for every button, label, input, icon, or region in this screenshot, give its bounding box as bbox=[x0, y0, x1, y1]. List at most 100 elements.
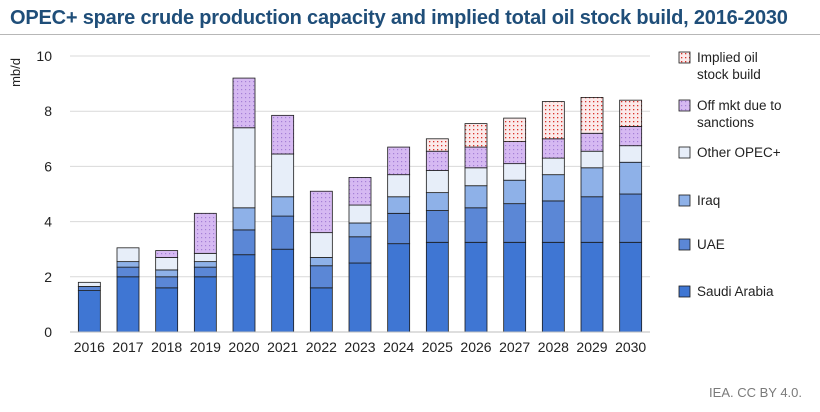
y-tick-label: 0 bbox=[44, 324, 52, 340]
legend-label: Other OPEC+ bbox=[697, 145, 781, 160]
bar-segment-other-opec-2030 bbox=[619, 145, 643, 163]
bar-segment-uae-2016 bbox=[77, 286, 101, 291]
x-tick-label: 2020 bbox=[228, 339, 259, 355]
x-tick-label: 2017 bbox=[112, 339, 143, 355]
bar-stack-2021 bbox=[271, 114, 295, 333]
x-tick-label: 2025 bbox=[422, 339, 453, 355]
legend: Implied oil stock build Off mkt due to sanc… bbox=[678, 50, 782, 299]
bar-segment-iraq-2024 bbox=[387, 196, 411, 214]
bar-segment-uae-2022 bbox=[309, 265, 333, 289]
x-tick-label: 2023 bbox=[344, 339, 375, 355]
bar-segment-iraq-2023 bbox=[348, 222, 372, 238]
bar-stack-2017 bbox=[116, 247, 140, 333]
bar-stack-2020 bbox=[232, 77, 256, 333]
legend-swatch bbox=[678, 285, 691, 298]
bar-segment-sanctions-2020 bbox=[232, 77, 256, 129]
bar-segment-iraq-2025 bbox=[425, 192, 449, 211]
bar-segment-other-opec-2017 bbox=[116, 247, 140, 263]
bar-segment-uae-2021 bbox=[271, 215, 295, 250]
bar-segment-uae-2024 bbox=[387, 212, 411, 245]
y-tick-label: 4 bbox=[44, 214, 52, 230]
bar-segment-saudi-2018 bbox=[155, 287, 179, 333]
bar-segment-stock-build-2029 bbox=[580, 97, 604, 134]
legend-label: Off mkt due to bbox=[697, 98, 782, 113]
bar-segment-sanctions-2028 bbox=[541, 138, 565, 159]
bar-segment-iraq-2026 bbox=[464, 185, 488, 209]
bar-segment-other-opec-2028 bbox=[541, 157, 565, 176]
x-tick-label: 2026 bbox=[460, 339, 491, 355]
bar-segment-stock-build-2027 bbox=[503, 117, 527, 142]
bar-segment-stock-build-2028 bbox=[541, 101, 565, 140]
legend-swatch bbox=[678, 194, 691, 207]
bar-segment-saudi-2017 bbox=[116, 276, 140, 333]
bar-segment-stock-build-2025 bbox=[425, 138, 449, 152]
legend-swatch bbox=[678, 51, 691, 64]
legend-swatch bbox=[678, 146, 691, 159]
chart-title: OPEC+ spare crude production capacity an… bbox=[10, 7, 788, 29]
bar-segment-iraq-2029 bbox=[580, 167, 604, 198]
bar-segment-saudi-2029 bbox=[580, 241, 604, 333]
bar-segment-sanctions-2024 bbox=[387, 146, 411, 176]
bar-segment-stock-build-2026 bbox=[464, 123, 488, 148]
bar-segment-uae-2025 bbox=[425, 210, 449, 243]
bar-stack-2030 bbox=[619, 99, 643, 333]
bar-stack-2029 bbox=[580, 97, 604, 333]
bar-segment-other-opec-2016 bbox=[77, 281, 101, 287]
legend-label: Iraq bbox=[697, 193, 720, 208]
bar-segment-sanctions-2018 bbox=[155, 250, 179, 258]
y-axis-tick-labels: 0 2 4 6 8 10 bbox=[36, 48, 52, 340]
x-tick-label: 2022 bbox=[306, 339, 337, 355]
bar-stack-2027 bbox=[503, 117, 527, 333]
bar-segment-uae-2023 bbox=[348, 236, 372, 264]
bar-segment-saudi-2020 bbox=[232, 254, 256, 333]
x-tick-label: 2029 bbox=[576, 339, 607, 355]
bar-segment-sanctions-2029 bbox=[580, 132, 604, 152]
bar-segment-iraq-2020 bbox=[232, 207, 256, 231]
bar-segment-sanctions-2022 bbox=[309, 190, 333, 234]
legend-label: UAE bbox=[697, 237, 725, 252]
bar-stack-2022 bbox=[309, 190, 333, 333]
bar-segment-other-opec-2027 bbox=[503, 163, 527, 181]
bar-segment-iraq-2022 bbox=[309, 257, 333, 267]
bar-stack-2023 bbox=[348, 177, 372, 333]
bar-segment-stock-build-2030 bbox=[619, 99, 643, 127]
bar-segment-saudi-2025 bbox=[425, 241, 449, 333]
title-divider bbox=[0, 34, 820, 35]
x-tick-label: 2021 bbox=[267, 339, 298, 355]
bar-segment-uae-2019 bbox=[193, 266, 217, 278]
legend-item-sanctions: Off mkt due to sanctions bbox=[678, 98, 782, 130]
legend-label: Saudi Arabia bbox=[697, 284, 774, 299]
bar-segment-saudi-2027 bbox=[503, 241, 527, 333]
x-tick-label: 2018 bbox=[151, 339, 182, 355]
legend-swatch bbox=[678, 238, 691, 251]
bar-segment-saudi-2023 bbox=[348, 262, 372, 333]
bar-segment-saudi-2028 bbox=[541, 241, 565, 333]
bar-segment-uae-2017 bbox=[116, 266, 140, 278]
bar-stack-2026 bbox=[464, 123, 488, 333]
bar-stack-2016 bbox=[77, 281, 101, 333]
bar-segment-other-opec-2029 bbox=[580, 150, 604, 169]
bar-segment-other-opec-2025 bbox=[425, 170, 449, 194]
x-tick-label: 2016 bbox=[74, 339, 105, 355]
legend-item-other-opec: Other OPEC+ bbox=[678, 145, 781, 160]
bar-segment-other-opec-2020 bbox=[232, 127, 256, 209]
y-tick-label: 10 bbox=[36, 48, 52, 64]
x-tick-label: 2030 bbox=[615, 339, 646, 355]
bar-segment-saudi-2026 bbox=[464, 241, 488, 333]
bar-segment-uae-2030 bbox=[619, 193, 643, 243]
x-tick-label: 2019 bbox=[190, 339, 221, 355]
y-tick-label: 6 bbox=[44, 158, 52, 174]
x-tick-label: 2024 bbox=[383, 339, 414, 355]
bar-stack-2025 bbox=[425, 138, 449, 333]
bar-segment-sanctions-2026 bbox=[464, 146, 488, 169]
bar-segment-other-opec-2023 bbox=[348, 204, 372, 224]
bar-segment-other-opec-2021 bbox=[271, 153, 295, 198]
bar-stack-2028 bbox=[541, 101, 565, 333]
legend-item-uae: UAE bbox=[678, 237, 725, 252]
legend-label: Implied oil bbox=[697, 50, 758, 65]
legend-item-iraq: Iraq bbox=[678, 193, 720, 208]
bar-segment-sanctions-2025 bbox=[425, 150, 449, 171]
bar-segment-other-opec-2019 bbox=[193, 252, 217, 263]
bar-stack-2019 bbox=[193, 212, 217, 333]
bar-segment-sanctions-2021 bbox=[271, 114, 295, 155]
